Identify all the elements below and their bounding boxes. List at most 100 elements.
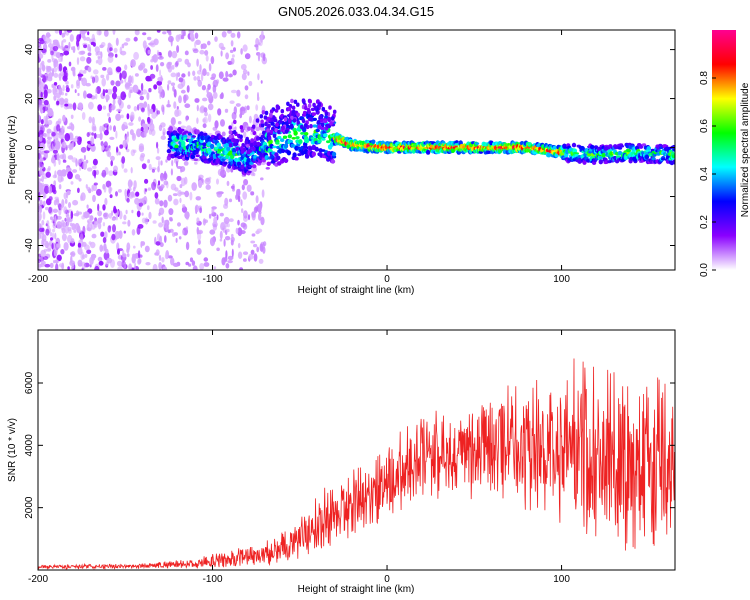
noise-blob: [58, 133, 65, 140]
noise-blob: [148, 42, 155, 46]
noise-blob: [196, 58, 199, 67]
signal-point: [248, 165, 253, 168]
noise-blob: [80, 233, 84, 242]
signal-scatter: [240, 149, 245, 154]
signal-point: [261, 158, 267, 163]
signal-point: [282, 135, 288, 139]
signal-point: [233, 166, 239, 170]
noise-blob: [216, 247, 220, 252]
noise-blob: [194, 98, 200, 103]
noise-blob: [148, 211, 152, 220]
noise-blob: [119, 144, 124, 149]
noise-blob: [197, 79, 202, 87]
noise-blob: [63, 70, 67, 80]
noise-blob: [172, 262, 179, 267]
noise-blob: [41, 238, 45, 248]
noise-blob: [53, 72, 59, 78]
noise-blob: [79, 166, 82, 171]
signal-point: [478, 150, 483, 154]
noise-blob: [113, 125, 116, 132]
noise-blob: [45, 32, 51, 38]
noise-blob: [95, 60, 99, 64]
noise-blob: [229, 49, 234, 54]
noise-blob: [123, 125, 128, 129]
signal-scatter: [233, 138, 237, 143]
signal-point: [321, 137, 326, 141]
noise-blob: [55, 52, 61, 59]
signal-scatter: [269, 112, 273, 118]
noise-blob: [63, 192, 67, 200]
noise-blob: [166, 62, 171, 69]
noise-blob: [259, 126, 265, 131]
noise-blob: [121, 123, 126, 131]
noise-blob: [110, 104, 116, 110]
snr-xtick-label: 0: [384, 574, 390, 585]
noise-blob: [192, 265, 198, 270]
noise-blob: [117, 189, 122, 193]
noise-blob: [95, 134, 102, 138]
noise-blob: [139, 95, 144, 101]
noise-blob: [260, 177, 264, 181]
noise-blob: [155, 241, 161, 246]
noise-blob: [84, 244, 90, 251]
noise-blob: [194, 41, 197, 48]
signal-point: [263, 137, 268, 140]
noise-blob: [46, 128, 52, 134]
noise-blob: [123, 168, 128, 173]
noise-blob: [83, 36, 87, 41]
noise-blob: [197, 239, 201, 245]
noise-blob: [44, 185, 50, 194]
noise-blob: [115, 212, 118, 221]
signal-point: [288, 139, 293, 144]
noise-blob: [78, 263, 83, 267]
noise-blob: [174, 187, 179, 192]
noise-blob: [140, 241, 143, 248]
noise-blob: [109, 194, 113, 199]
noise-blob: [181, 73, 186, 78]
noise-blob: [80, 192, 86, 201]
noise-blob: [176, 175, 182, 182]
noise-blob: [121, 43, 125, 49]
noise-blob: [124, 64, 128, 71]
signal-point: [300, 132, 305, 135]
noise-blob: [147, 78, 153, 82]
noise-blob: [91, 132, 94, 136]
noise-blob: [81, 112, 86, 120]
noise-blob: [174, 109, 180, 117]
noise-blob: [122, 139, 128, 149]
noise-blob: [242, 191, 248, 200]
noise-blob: [93, 132, 97, 139]
noise-blob: [241, 184, 245, 191]
noise-blob: [99, 217, 103, 221]
signal-point: [317, 139, 322, 144]
noise-blob: [99, 125, 103, 133]
noise-blob: [53, 66, 58, 73]
noise-blob: [72, 102, 77, 111]
noise-blob: [50, 216, 53, 220]
noise-blob: [160, 160, 163, 166]
noise-blob: [115, 113, 121, 122]
noise-blob: [55, 138, 59, 146]
noise-blob: [121, 162, 125, 169]
signal-scatter: [256, 136, 260, 141]
signal-point: [617, 147, 623, 150]
noise-blob: [170, 257, 175, 266]
noise-blob: [220, 119, 225, 127]
noise-blob: [182, 204, 186, 209]
signal-scatter: [290, 98, 294, 104]
noise-blob: [220, 92, 224, 99]
noise-blob: [108, 170, 114, 177]
noise-blob: [60, 206, 63, 211]
noise-blob: [56, 254, 62, 262]
noise-blob: [100, 74, 105, 79]
noise-blob: [124, 81, 131, 90]
signal-point: [283, 143, 289, 149]
signal-point: [326, 140, 331, 144]
noise-blob: [142, 32, 147, 36]
noise-blob: [159, 200, 164, 207]
noise-blob: [167, 255, 173, 259]
signal-scatter: [252, 146, 256, 152]
signal-scatter: [301, 118, 306, 124]
noise-blob: [168, 31, 172, 36]
noise-blob: [67, 126, 72, 130]
